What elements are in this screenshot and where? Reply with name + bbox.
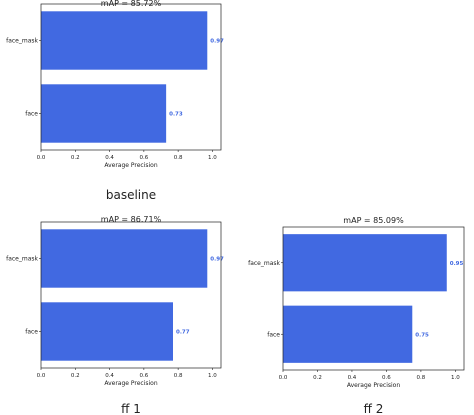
x-tick-label: 0.4	[105, 155, 114, 161]
x-axis-label: Average Precision	[104, 380, 158, 387]
value-label-face_mask: 0.95	[450, 261, 464, 267]
value-label-face_mask: 0.97	[210, 39, 224, 45]
x-tick-label: 0.6	[382, 375, 391, 381]
chart-panel-2: 0.97 face_mask 0.77 face 0.0 0.2 0.4 0.6 0.8 1.0 A…	[6, 215, 224, 415]
plot-frame	[40, 221, 222, 369]
category-label-face: face	[25, 111, 38, 118]
bar-face	[283, 305, 413, 363]
chart-title: mAP = 86.71%	[101, 215, 162, 224]
chart-title: mAP = 85.09%	[343, 216, 404, 225]
value-label-face_mask: 0.97	[210, 257, 224, 263]
category-label-face: face	[267, 331, 280, 338]
chart-panel-1: 0.97 face_mask 0.73 face 0.0 0.2 0.4 0.6 0.8 1.0 A…	[6, 0, 224, 202]
category-label-face_mask: face_mask	[6, 256, 38, 263]
x-tick-label: 0.4	[348, 375, 357, 381]
x-tick-label: 0.8	[174, 155, 183, 161]
x-tick-label: 0.0	[37, 373, 46, 379]
chart-title: mAP = 85.72%	[101, 0, 162, 8]
x-axis-label: Average Precision	[104, 162, 158, 169]
x-tick-label: 1.0	[208, 155, 217, 161]
x-tick-label: 0.2	[71, 155, 80, 161]
bar-face_mask	[41, 229, 208, 288]
x-tick-label: 0.4	[105, 373, 114, 379]
x-tick-label: 1.0	[451, 375, 460, 381]
plot-frame	[40, 3, 222, 151]
chart-caption: baseline	[106, 188, 156, 202]
x-tick-label: 0.0	[279, 375, 288, 381]
category-label-face_mask: face_mask	[248, 260, 280, 267]
chart-caption: ff 1	[121, 402, 141, 415]
bar-face_mask	[41, 11, 208, 70]
value-label-face: 0.73	[169, 112, 183, 118]
chart-panel-3: 0.95 face_mask 0.75 face 0.0 0.2 0.4 0.6 0.8 1.0 A…	[248, 216, 465, 415]
bar-face	[41, 302, 173, 361]
x-tick-label: 1.0	[208, 373, 217, 379]
bar-face	[41, 84, 167, 143]
plot-frame	[282, 226, 465, 371]
value-label-face: 0.75	[415, 332, 429, 338]
x-tick-label: 0.6	[139, 373, 148, 379]
x-tick-label: 0.2	[313, 375, 322, 381]
chart-caption: ff 2	[364, 402, 384, 415]
x-tick-label: 0.8	[174, 373, 183, 379]
category-label-face_mask: face_mask	[6, 38, 38, 45]
category-label-face: face	[25, 329, 38, 336]
bar-face_mask	[283, 234, 447, 292]
x-tick-label: 0.0	[37, 155, 46, 161]
x-axis-label: Average Precision	[347, 382, 401, 389]
value-label-face: 0.77	[176, 330, 190, 336]
x-tick-label: 0.6	[139, 155, 148, 161]
x-tick-label: 0.8	[417, 375, 426, 381]
x-tick-label: 0.2	[71, 373, 80, 379]
